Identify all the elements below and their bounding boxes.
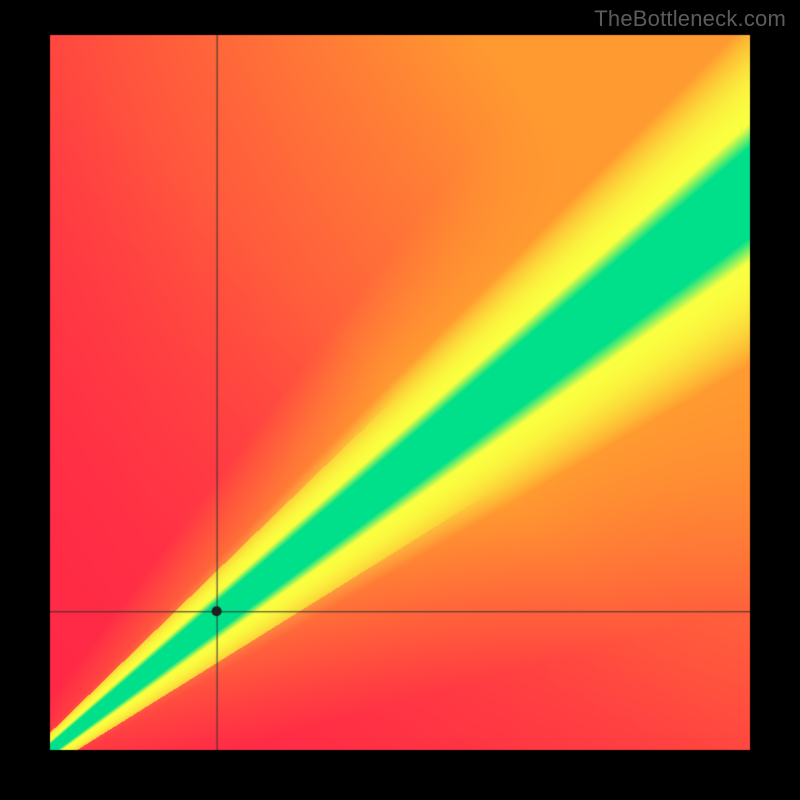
chart-container: TheBottleneck.com [0, 0, 800, 800]
bottleneck-heatmap [0, 0, 800, 800]
watermark-text: TheBottleneck.com [594, 6, 786, 32]
